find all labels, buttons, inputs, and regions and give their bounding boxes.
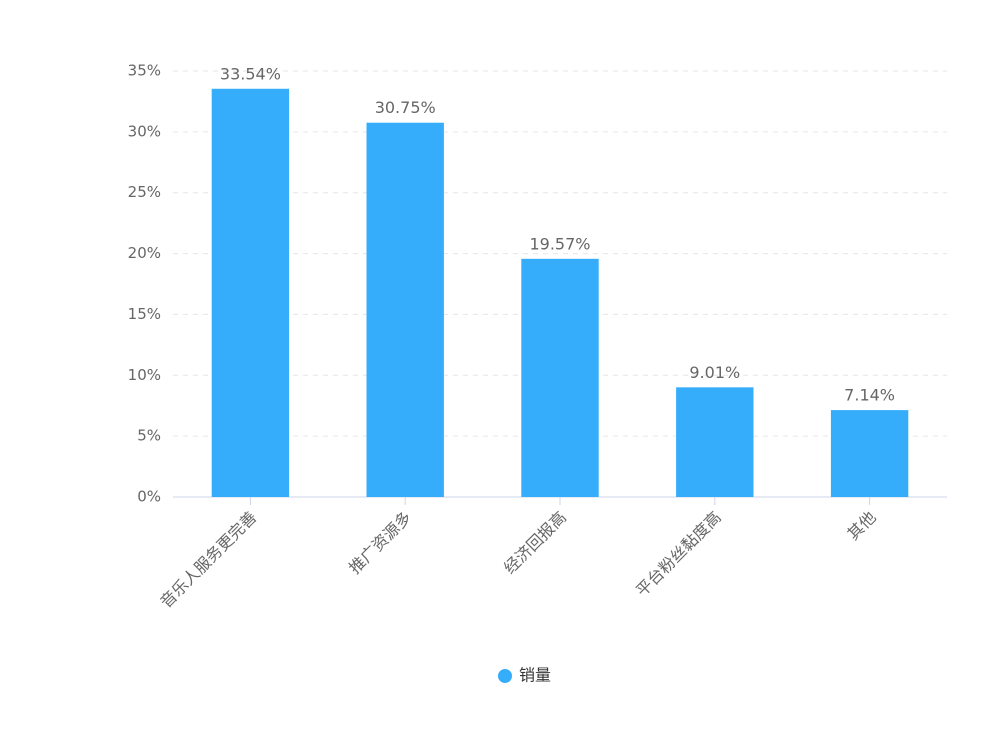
x-tick-label: 平台粉丝黏度高 (632, 508, 725, 601)
data-label: 33.54% (220, 64, 281, 83)
data-label: 30.75% (375, 98, 436, 117)
x-tick-label: 其他 (844, 508, 880, 544)
legend-marker (498, 669, 512, 683)
x-tick-label: 推广资源多 (345, 508, 415, 578)
legend-label: 销量 (519, 666, 551, 685)
y-tick-label: 0% (137, 488, 161, 506)
data-label: 7.14% (844, 386, 895, 405)
bar (366, 122, 444, 497)
x-tick-label: 音乐人服务更完善 (156, 508, 260, 612)
y-tick-label: 20% (128, 244, 161, 262)
y-tick-label: 30% (128, 122, 161, 140)
bar (211, 88, 290, 497)
data-label: 9.01% (689, 363, 740, 382)
y-tick-label: 10% (128, 366, 161, 384)
y-tick-label: 25% (128, 183, 161, 201)
x-tick-label: 经济回报高 (500, 508, 570, 578)
bar (830, 410, 909, 497)
y-tick-label: 35% (128, 62, 161, 80)
bar (521, 258, 599, 497)
y-tick-label: 15% (128, 305, 161, 323)
y-tick-label: 5% (137, 427, 161, 445)
bar (676, 387, 754, 497)
data-label: 19.57% (529, 234, 590, 253)
